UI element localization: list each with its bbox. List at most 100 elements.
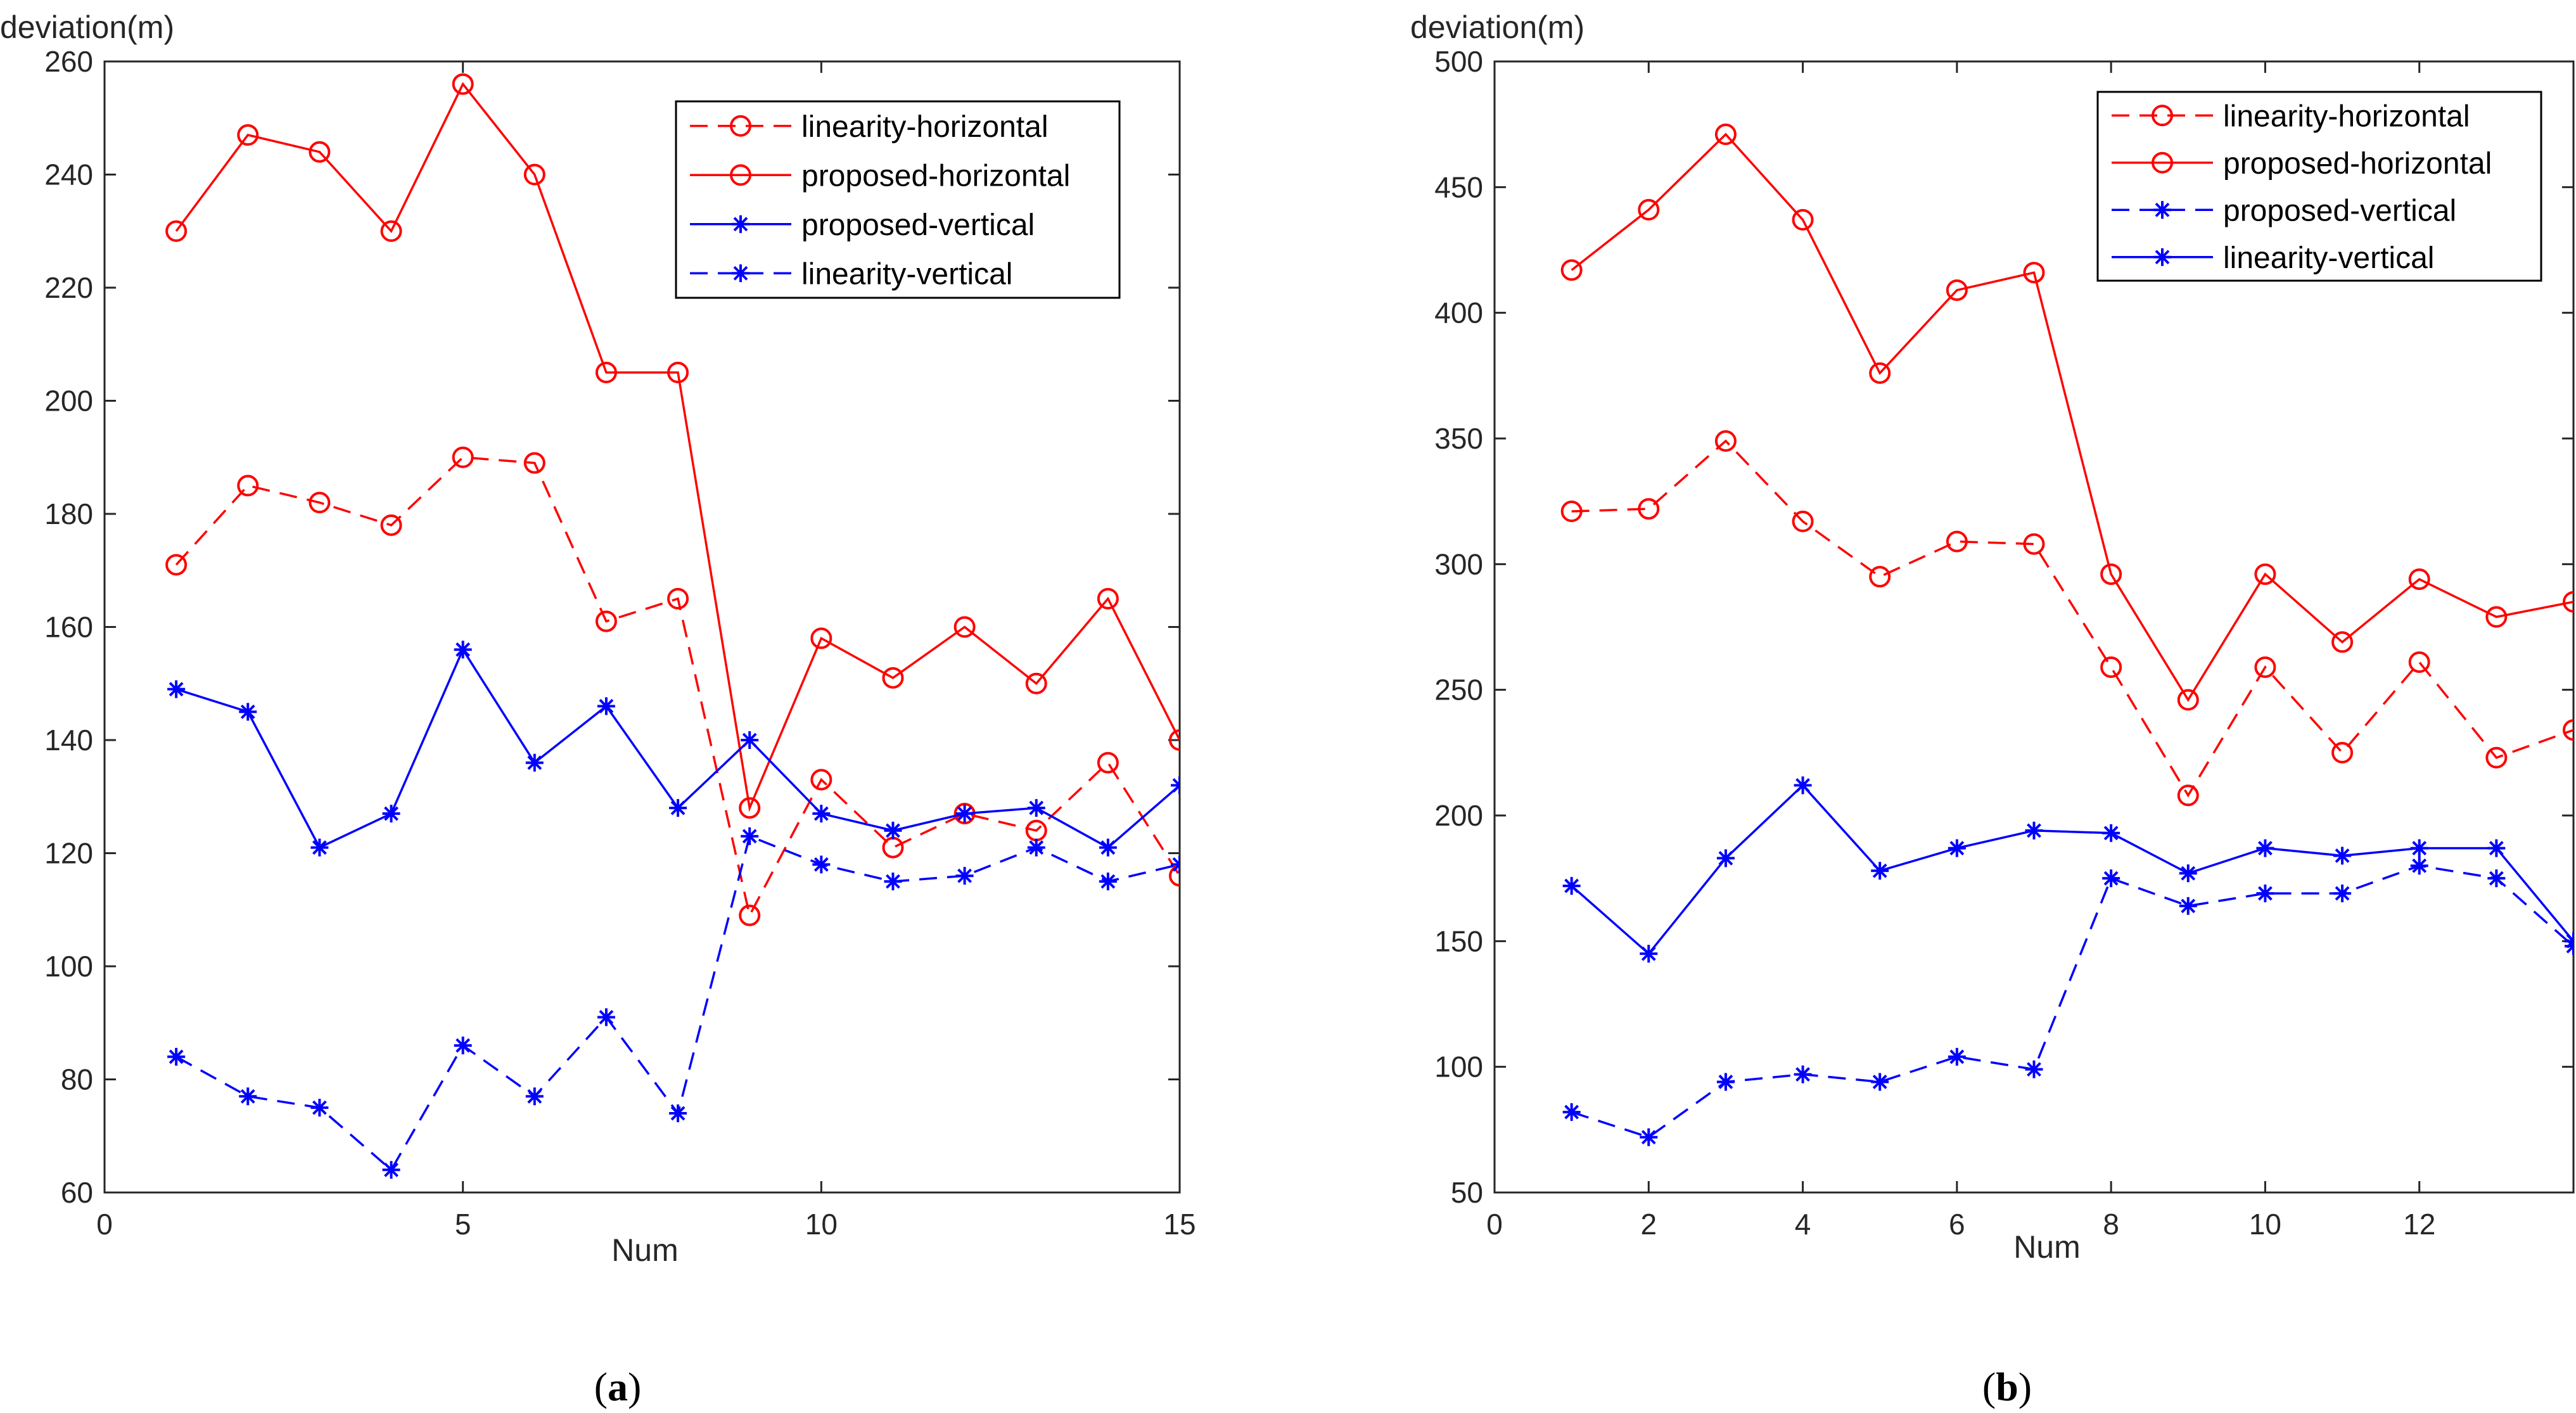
data-point-linearity-vertical	[2410, 839, 2428, 857]
data-point-proposed-vertical	[454, 641, 472, 659]
y-tick-label: 400	[1434, 297, 1483, 329]
legend-marker	[2153, 201, 2171, 219]
legend-marker	[730, 115, 751, 137]
data-point-proposed-horizontal	[2563, 591, 2573, 613]
data-point-proposed-horizontal	[523, 163, 545, 186]
y-tick-label: 200	[1434, 799, 1483, 832]
x-tick-label: 5	[455, 1208, 471, 1241]
data-point-proposed-horizontal	[882, 667, 904, 689]
data-point-linearity-vertical	[1640, 945, 1658, 963]
y-tick-label: 450	[1434, 170, 1483, 203]
data-point-proposed-vertical	[2102, 869, 2120, 888]
data-point-proposed-vertical	[2333, 884, 2352, 902]
data-point-linearity-horizontal	[2100, 656, 2122, 678]
legend-label: linearity-vertical	[2223, 241, 2434, 275]
data-point-proposed-vertical	[2410, 857, 2428, 875]
data-point-linearity-vertical	[2487, 839, 2506, 857]
data-point-linearity-vertical	[2025, 821, 2043, 840]
data-point-linearity-horizontal	[2254, 656, 2276, 678]
data-point-linearity-horizontal	[2177, 784, 2199, 807]
legend: linearity-horizontal proposed-horizontal p…	[2096, 91, 2542, 282]
data-point-proposed-vertical	[382, 805, 400, 823]
x-tick-label: 10	[805, 1208, 838, 1241]
data-point-proposed-vertical	[1794, 1065, 1812, 1084]
data-point-linearity-horizontal	[237, 475, 259, 497]
data-point-linearity-vertical	[1027, 838, 1045, 857]
data-point-linearity-vertical	[310, 1099, 329, 1117]
legend-label: proposed-horizontal	[801, 159, 1070, 193]
y-tick-label: 100	[1434, 1051, 1483, 1084]
y-axis-label: deviation(m)	[0, 10, 174, 45]
data-point-proposed-vertical	[669, 799, 687, 817]
plot-area	[1560, 124, 2573, 1146]
y-tick-label: 350	[1434, 422, 1483, 455]
data-point-proposed-vertical	[1099, 838, 1117, 857]
y-tick-label: 250	[1434, 674, 1483, 706]
data-point-proposed-horizontal	[595, 361, 617, 383]
data-point-proposed-horizontal	[237, 124, 259, 146]
data-point-linearity-vertical	[955, 867, 974, 885]
data-point-proposed-horizontal	[452, 73, 474, 95]
data-point-proposed-horizontal	[1714, 124, 1737, 146]
data-point-proposed-vertical	[2487, 869, 2506, 888]
data-point-proposed-horizontal	[2100, 563, 2122, 585]
data-point-proposed-vertical	[1871, 1073, 1889, 1091]
legend-marker	[732, 215, 749, 233]
y-tick-label: 160	[44, 611, 93, 644]
data-point-linearity-horizontal	[1714, 430, 1737, 452]
x-tick-label: 2	[1640, 1208, 1657, 1241]
legend-box	[675, 100, 1121, 299]
series-line-linearity-horizontal	[1571, 439, 2573, 798]
series-line-linearity-horizontal	[175, 456, 1180, 919]
data-point-proposed-horizontal	[1560, 259, 1583, 281]
data-point-linearity-vertical	[1794, 776, 1812, 795]
data-point-linearity-horizontal	[2485, 746, 2508, 769]
data-point-linearity-horizontal	[2408, 651, 2430, 674]
series-line-proposed-vertical	[1571, 864, 2573, 1139]
data-point-proposed-vertical	[1027, 799, 1045, 817]
data-point-proposed-horizontal	[1638, 199, 1660, 221]
legend-marker	[732, 264, 749, 283]
subfigure-caption: (b)	[1982, 1364, 2032, 1409]
chart-b: 50 100 150 200 250 300 350 400 450 500 0 2 4 6 8 10 12 Nu…	[1410, 10, 2575, 1409]
data-point-linearity-vertical	[2256, 839, 2274, 857]
x-tick-label: 4	[1795, 1208, 1811, 1241]
legend-label: proposed-vertical	[2223, 194, 2456, 227]
data-point-linearity-vertical	[1716, 849, 1735, 867]
data-point-proposed-horizontal	[1946, 279, 1968, 301]
y-tick-label: 150	[1434, 924, 1483, 957]
data-point-proposed-horizontal	[2177, 689, 2199, 711]
y-tick-label: 220	[44, 271, 93, 304]
plot-area	[165, 73, 1180, 1179]
data-point-linearity-vertical	[525, 1087, 544, 1106]
y-tick-label: 300	[1434, 547, 1483, 580]
x-axis-label: Num	[611, 1232, 679, 1268]
y-tick-label: 100	[44, 950, 93, 983]
data-point-proposed-horizontal	[667, 361, 689, 383]
data-point-linearity-horizontal	[1946, 530, 1968, 553]
data-point-linearity-vertical	[1171, 855, 1180, 874]
x-tick-label: 10	[2249, 1208, 2281, 1241]
legend-label: linearity-horizontal	[801, 110, 1049, 144]
legend-marker	[730, 164, 751, 186]
data-point-linearity-horizontal	[2023, 533, 2045, 555]
data-point-linearity-vertical	[884, 873, 902, 891]
data-point-proposed-vertical	[2025, 1060, 2043, 1078]
y-tick-label: 200	[44, 385, 93, 418]
data-point-proposed-vertical	[2179, 897, 2197, 915]
data-point-proposed-horizontal	[2023, 262, 2045, 284]
y-tick-label: 120	[44, 837, 93, 870]
y-tick-label: 240	[44, 158, 93, 191]
data-point-linearity-vertical	[1099, 873, 1117, 891]
data-point-linearity-horizontal	[1169, 865, 1180, 887]
series-line-proposed-horizontal	[1571, 132, 2573, 702]
y-tick-label: 180	[44, 497, 93, 530]
y-tick-label: 60	[61, 1176, 93, 1209]
data-point-linearity-vertical	[741, 827, 759, 845]
data-point-proposed-vertical	[167, 680, 186, 698]
data-point-proposed-vertical	[239, 703, 257, 721]
plot-frame	[1493, 60, 2575, 1194]
legend-box	[2096, 91, 2542, 282]
data-point-proposed-horizontal	[1792, 208, 1814, 231]
data-point-linearity-vertical	[1562, 877, 1581, 895]
